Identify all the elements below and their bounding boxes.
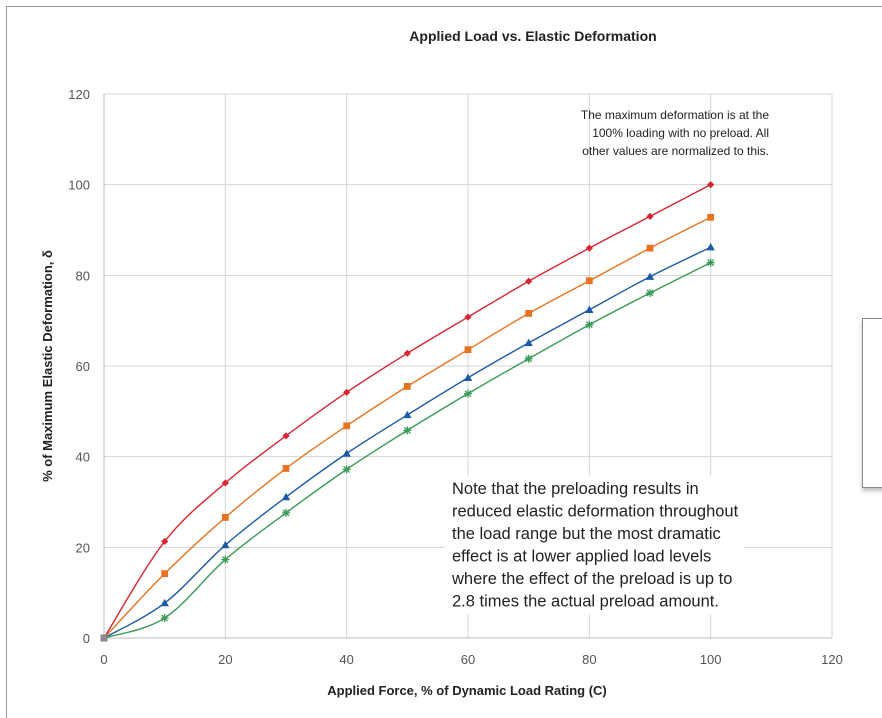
series-4 [103,258,715,639]
series-1 [103,181,715,639]
y-tick-label: 100 [68,178,90,193]
data-point [161,570,169,578]
top-note-line: 100% loading with no preload. All [592,126,769,140]
bottom-note: Note that the preloading results in reduc… [445,476,745,615]
data-point [646,244,654,252]
data-point [403,383,411,390]
data-point [707,213,715,221]
data-point [585,277,593,285]
data-point [281,492,291,501]
series-group [100,181,715,642]
x-tick-label: 60 [461,652,475,667]
data-point [343,422,351,430]
data-point [221,479,229,487]
bottom-note-background [445,476,745,615]
y-tick-label: 120 [68,87,90,102]
series-3 [103,243,715,639]
bottom-note-line: reduced elastic deformation throughout [452,503,739,521]
x-tick-label: 20 [218,652,232,667]
data-point [706,243,715,251]
star-stroke [343,465,351,473]
y-tick-label: 60 [76,359,90,374]
y-axis-title: % of Maximum Elastic Deformation, δ [40,250,55,482]
y-tick-label: 0 [83,631,90,646]
tick-labels: 0 20 40 60 80 100 120 0 20 40 60 80 100 120 [68,87,843,667]
x-tick-label: 120 [821,652,843,667]
y-tick-label: 80 [76,268,90,283]
x-tick-label: 0 [100,652,107,667]
star-stroke [646,289,654,297]
data-point [403,426,412,435]
star-stroke [282,509,290,517]
data-point [282,465,290,472]
data-point [707,181,715,189]
data-point [464,389,472,398]
series-2 [103,213,715,639]
data-point [282,432,290,440]
data-point [160,614,169,623]
data-point [221,555,230,564]
chart-title: Applied Load vs. Elastic Deformation [409,28,656,44]
data-point [706,258,715,267]
star-stroke [161,614,169,622]
data-point [464,313,472,321]
data-point [585,305,594,313]
star-stroke [707,259,715,267]
star-stroke [464,390,472,398]
star-stroke [525,355,533,363]
data-point [342,449,351,457]
bottom-note-line: the load range but the most dramatic [452,525,721,543]
data-point [464,346,472,354]
star-stroke [403,426,411,434]
data-point [342,465,351,474]
bottom-note-line: effect is at lower applied load levels [452,548,711,566]
top-note-line: The maximum deformation is at the [581,108,769,122]
data-point [585,244,593,252]
star-stroke [585,321,593,329]
data-point [524,338,533,347]
data-point [160,598,169,607]
data-point [525,277,533,285]
x-tick-label: 80 [582,652,596,667]
data-point [646,212,654,220]
legend-box [862,318,882,488]
bottom-note-line: 2.8 times the actual preload amount. [452,593,719,611]
data-point [585,320,594,329]
chart-frame [6,6,882,718]
y-tick-label: 20 [76,540,90,555]
top-note: The maximum deformation is at the 100% lo… [581,108,769,158]
series-line [103,184,711,639]
data-point [525,310,533,317]
star-stroke [221,556,229,564]
data-point [645,272,655,280]
x-axis-title: Applied Force, % of Dynamic Load Rating … [327,683,607,698]
data-point [403,410,412,419]
top-note-line: other values are normalized to this. [582,144,769,158]
data-point [221,514,229,521]
data-point [463,373,473,381]
data-point [161,537,169,546]
data-point [524,354,533,363]
origin-point [100,634,108,642]
plot-border [103,94,832,639]
data-point [221,540,230,549]
data-point [343,388,351,396]
x-tick-label: 40 [339,652,353,667]
bottom-note-line: Note that the preloading results in [452,480,699,498]
data-point [282,508,290,517]
data-point [403,349,411,357]
y-tick-label: 40 [76,450,90,465]
x-tick-label: 100 [700,652,722,667]
data-point [646,289,654,298]
bottom-note-line: where the effect of the preload is up to [451,570,732,588]
